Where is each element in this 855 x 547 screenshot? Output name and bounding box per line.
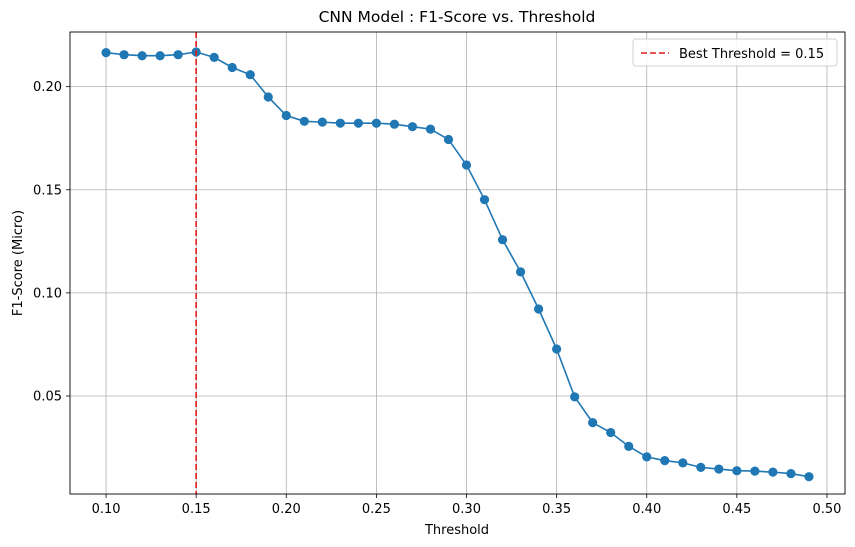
data-point <box>119 50 129 60</box>
data-point <box>624 441 634 451</box>
data-point <box>678 458 688 468</box>
data-point <box>209 52 219 62</box>
x-tick-label: 0.35 <box>542 502 571 517</box>
data-point <box>443 134 454 145</box>
data-point <box>606 427 616 438</box>
data-point <box>155 51 165 61</box>
data-point <box>768 467 778 477</box>
y-axis-label: F1-Score (Micro) <box>11 210 26 316</box>
y-axis-ticks: 0.05 0.10 0.15 0.20 <box>33 80 70 405</box>
chart-title: CNN Model : F1-Score vs. Threshold <box>319 8 596 26</box>
data-point <box>515 267 526 277</box>
x-tick-label: 0.50 <box>813 502 842 517</box>
data-point <box>137 51 147 61</box>
data-point <box>786 468 796 479</box>
series-layer <box>101 47 814 482</box>
data-point <box>353 118 363 128</box>
legend-label: Best Threshold = 0.15 <box>679 47 824 62</box>
data-point <box>714 464 724 474</box>
data-point <box>642 452 652 462</box>
data-point <box>660 455 670 466</box>
grid <box>70 32 845 494</box>
y-tick-label: 0.20 <box>33 80 62 95</box>
data-point <box>552 344 562 354</box>
x-axis-ticks: 0.10 0.15 0.20 0.25 0.30 0.35 0.40 0.45 0.50 <box>92 494 842 517</box>
data-point <box>750 466 760 476</box>
x-tick-label: 0.40 <box>632 502 661 517</box>
data-point <box>227 62 237 73</box>
data-point <box>497 235 508 245</box>
series-line <box>105 51 810 478</box>
y-tick-label: 0.10 <box>33 286 62 301</box>
x-axis-label: Threshold <box>424 523 489 538</box>
data-point <box>389 119 400 129</box>
legend: Best Threshold = 0.15 <box>632 38 838 67</box>
data-point <box>371 118 381 128</box>
data-point <box>425 124 436 134</box>
data-point <box>461 160 472 170</box>
data-point <box>335 118 345 128</box>
data-point <box>732 466 742 476</box>
x-tick-label: 0.25 <box>362 502 391 517</box>
data-point <box>281 110 291 121</box>
data-point <box>479 195 490 205</box>
x-tick-label: 0.30 <box>452 502 481 517</box>
data-point <box>696 462 706 472</box>
x-tick-label: 0.45 <box>722 502 751 517</box>
legend-box <box>632 38 838 67</box>
x-tick-label: 0.15 <box>182 502 211 517</box>
y-tick-label: 0.05 <box>33 390 62 405</box>
data-point <box>317 117 327 127</box>
x-tick-label: 0.20 <box>272 502 301 517</box>
data-point <box>263 92 273 102</box>
data-point <box>299 116 309 126</box>
data-point <box>570 392 580 402</box>
data-point <box>101 48 111 58</box>
x-tick-label: 0.10 <box>92 502 121 517</box>
data-point <box>407 122 418 132</box>
data-point <box>245 70 255 80</box>
plot-frame <box>69 31 846 495</box>
data-point <box>804 472 814 482</box>
data-point <box>588 418 598 428</box>
data-point <box>173 50 183 60</box>
data-point <box>534 304 544 314</box>
y-tick-label: 0.15 <box>33 183 62 198</box>
